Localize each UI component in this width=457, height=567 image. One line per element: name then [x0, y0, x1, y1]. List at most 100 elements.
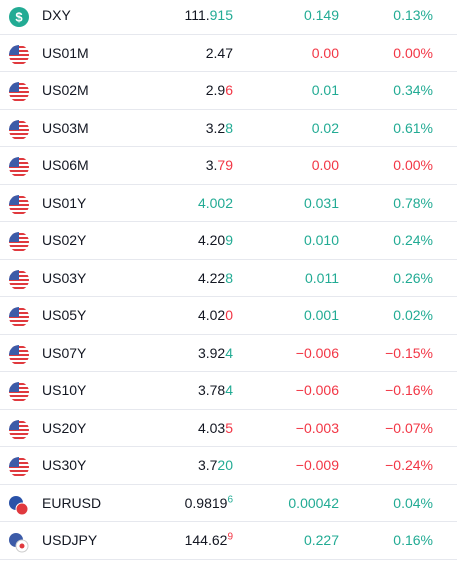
- price-part: 3.92: [197, 344, 226, 361]
- symbol: US01M: [42, 44, 89, 61]
- change-percent: 0.04%: [393, 494, 433, 511]
- change: 0.01: [311, 82, 339, 98]
- change-percent: −0.07%: [385, 419, 433, 436]
- watchlist-row[interactable]: US20Y 4.035 −0.003 −0.07%: [0, 410, 457, 447]
- symbol-icon: [8, 418, 30, 440]
- symbol-icon: [8, 530, 30, 553]
- change-percent: 0.13%: [393, 7, 433, 23]
- price: 4.035: [198, 410, 233, 447]
- price-part: 0: [225, 307, 233, 323]
- change: 0.011: [305, 269, 339, 286]
- price: 2.96: [206, 72, 233, 109]
- symbol: USDJPY: [42, 532, 98, 548]
- watchlist-row[interactable]: $ DXY 111.915 0.149 0.13%: [0, 0, 457, 35]
- symbol: EURUSD: [42, 494, 102, 511]
- symbol: US02M: [42, 82, 89, 98]
- price: 4.020: [198, 297, 233, 334]
- watchlist-row[interactable]: US30Y 3.720 −0.009 −0.24%: [0, 447, 457, 485]
- watchlist-row[interactable]: US01Y 4.002 0.031 0.78%: [0, 185, 457, 222]
- symbol-icon: [8, 230, 30, 252]
- change: 0.010: [303, 232, 339, 248]
- symbol-icon: [8, 43, 30, 65]
- change-percent: 0.24%: [393, 232, 433, 248]
- price-part: 3.78: [197, 382, 226, 398]
- price: 3.784: [198, 372, 233, 409]
- change: 0.227: [303, 532, 339, 548]
- change: −0.003: [295, 419, 339, 436]
- watchlist-row[interactable]: US05Y 4.020 0.001 0.02%: [0, 297, 457, 335]
- price-part: 3.: [205, 157, 218, 173]
- watchlist-row[interactable]: US10Y 3.784 −0.006 −0.16%: [0, 372, 457, 410]
- symbol: US01Y: [42, 194, 87, 211]
- change: 0.00: [311, 44, 339, 61]
- watchlist-row[interactable]: US03M 3.28 0.02 0.61%: [0, 110, 457, 147]
- watchlist-row[interactable]: EURUSD 0.98196 0.00042 0.04%: [0, 485, 457, 522]
- change-percent: 0.78%: [393, 194, 433, 211]
- price: 4.209: [198, 222, 233, 259]
- price-part: 0.9819: [184, 494, 228, 511]
- price-part: 4.02: [197, 307, 226, 323]
- change: 0.031: [303, 194, 339, 211]
- price-part: 20: [217, 457, 233, 473]
- price-part: 5: [225, 419, 233, 436]
- price-part: 4: [225, 382, 233, 398]
- symbol: US05Y: [42, 307, 87, 323]
- symbol: US20Y: [42, 419, 87, 436]
- symbol: US03M: [42, 119, 89, 136]
- symbol-icon: [8, 380, 30, 402]
- price-part: 144.62: [184, 532, 228, 548]
- price-part: 4.03: [197, 419, 226, 436]
- price-part: 6: [227, 493, 233, 505]
- price-part: 4.22: [197, 269, 226, 286]
- price: 3.79: [206, 147, 233, 184]
- price-part: 915: [209, 7, 233, 23]
- watchlist-row[interactable]: US03Y 4.228 0.011 0.26%: [0, 260, 457, 297]
- price-part: 8: [225, 119, 233, 136]
- price-part: 9: [225, 232, 233, 248]
- change-percent: 0.02%: [393, 307, 433, 323]
- price-part: 3.2: [205, 119, 226, 136]
- change: 0.00: [311, 157, 339, 173]
- symbol-icon: [8, 155, 30, 177]
- symbol: US06M: [42, 157, 89, 173]
- watchlist-row[interactable]: US07Y 3.924 −0.006 −0.15%: [0, 335, 457, 372]
- price: 111.915: [184, 0, 233, 34]
- price: 4.228: [198, 260, 233, 297]
- change: 0.00042: [288, 494, 339, 511]
- change-percent: −0.15%: [385, 344, 433, 361]
- symbol: US30Y: [42, 457, 87, 473]
- price: 144.629: [185, 522, 233, 559]
- change: −0.006: [295, 382, 339, 398]
- change-percent: −0.24%: [385, 457, 433, 473]
- symbol: US07Y: [42, 344, 87, 361]
- price-part: 2.47: [205, 44, 233, 61]
- price-part: 79: [217, 157, 233, 173]
- price: 3.28: [206, 110, 233, 147]
- watchlist-row[interactable]: US02Y 4.209 0.010 0.24%: [0, 222, 457, 260]
- change-percent: 0.34%: [393, 82, 433, 98]
- symbol-icon: [8, 193, 30, 215]
- symbol-icon: [8, 118, 30, 140]
- watchlist-row[interactable]: US06M 3.79 0.00 0.00%: [0, 147, 457, 185]
- symbol-icon: [8, 343, 30, 365]
- change-percent: 0.00%: [393, 44, 433, 61]
- symbol-icon: [8, 80, 30, 102]
- price-part: 4.002: [197, 194, 233, 211]
- price-part: 6: [225, 82, 233, 98]
- change: −0.009: [295, 457, 339, 473]
- price-part: 4.20: [197, 232, 226, 248]
- price: 2.47: [206, 35, 233, 72]
- symbol-icon: [8, 455, 30, 477]
- price-part: 9: [227, 531, 233, 543]
- watchlist-row[interactable]: USDJPY 144.629 0.227 0.16%: [0, 522, 457, 560]
- watchlist-row[interactable]: US02M 2.96 0.01 0.34%: [0, 72, 457, 110]
- price: 0.98196: [185, 485, 233, 522]
- symbol-icon: [8, 305, 30, 327]
- change: 0.02: [311, 119, 339, 136]
- watchlist-row[interactable]: US01M 2.47 0.00 0.00%: [0, 35, 457, 72]
- symbol: US10Y: [42, 382, 87, 398]
- change: 0.149: [303, 7, 339, 23]
- change-percent: 0.61%: [393, 119, 433, 136]
- symbol: US03Y: [42, 269, 87, 286]
- change: −0.006: [295, 344, 339, 361]
